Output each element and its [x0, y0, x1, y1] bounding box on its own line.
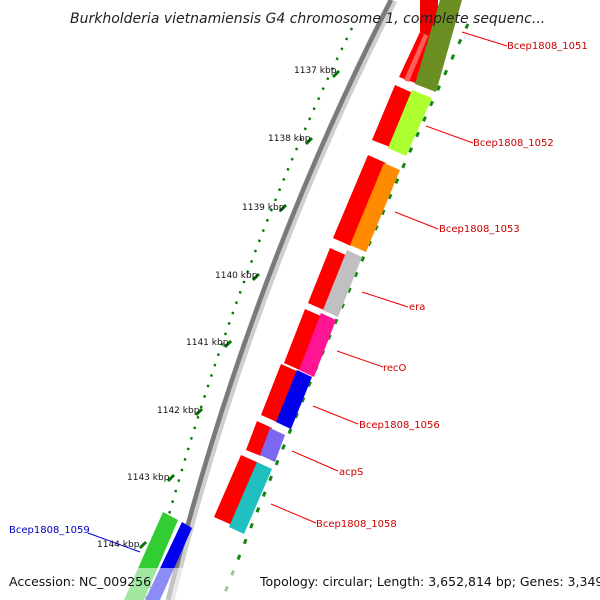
tick-label-1140: 1140 kbp [215, 271, 258, 281]
gene-label[interactable]: Bcep1808_1056 [359, 420, 440, 431]
gene-label[interactable]: Bcep1808_1059 [9, 525, 90, 536]
cds-arrow[interactable] [246, 421, 272, 456]
gene-bcep1808-1053[interactable] [350, 163, 400, 252]
leader-line [394, 211, 439, 230]
tick-mark [223, 339, 233, 349]
topology-text: Topology: circular; Length: 3,652,814 bp… [259, 574, 600, 589]
tick-label-1144: 1144 kbp [97, 540, 140, 550]
accession-text: Accession: NC_009256 [9, 574, 151, 589]
leader-line [291, 450, 339, 472]
leader-line [425, 125, 474, 144]
scale-dotted-arc [144, 27, 354, 600]
gene-era[interactable] [323, 250, 362, 317]
cds-arrow[interactable] [214, 455, 259, 525]
tick-label-1142: 1142 kbp [157, 406, 200, 416]
cds-arrow[interactable] [308, 248, 348, 311]
cds-arrow[interactable] [333, 155, 386, 246]
gene-label[interactable]: Bcep1808_1051 [507, 41, 588, 52]
tick-label-1139: 1139 kbp [242, 203, 285, 213]
tick-mark [194, 407, 204, 417]
gene-reco[interactable] [299, 313, 336, 377]
tick-label-1138: 1138 kbp [268, 134, 311, 144]
tick-mark [138, 540, 148, 550]
kbp-tick-marks [138, 69, 341, 550]
gene-label[interactable]: acpS [339, 467, 363, 478]
backbone-shadow [165, 0, 398, 600]
leader-line [361, 291, 409, 308]
tick-mark [251, 272, 261, 282]
chromosome-backbone [165, 0, 394, 600]
gene-label[interactable]: recO [383, 363, 407, 374]
cds-arrow[interactable] [372, 85, 413, 147]
cds-arrow-highlight [404, 34, 428, 82]
tick-mark [331, 69, 341, 79]
gene-bcep1808-1052[interactable] [388, 90, 432, 156]
leader-line [270, 503, 317, 524]
gene-bcep1808-1056[interactable] [276, 370, 312, 429]
tick-mark [166, 473, 176, 483]
label-leaders [270, 31, 508, 524]
page-title: Burkholderia vietnamiensis G4 chromosome… [70, 11, 545, 27]
tick-label-1143: 1143 kbp [127, 473, 170, 483]
footer-band [0, 568, 600, 600]
outer-dashed-ring [220, 23, 470, 600]
gene-bcep1808-1058[interactable] [229, 462, 272, 534]
cds-track-forward[interactable] [214, 0, 438, 525]
gene-acps[interactable] [260, 428, 285, 462]
leader-line [336, 350, 384, 368]
tick-mark [278, 203, 288, 213]
gene-label[interactable]: era [409, 302, 425, 313]
cds-arrow[interactable] [284, 309, 323, 371]
gene-label[interactable]: Bcep1808_1053 [439, 224, 520, 235]
leader-line-blue [87, 532, 141, 553]
gene-label[interactable]: Bcep1808_1052 [473, 138, 554, 149]
gene-label[interactable]: Bcep1808_1058 [316, 519, 397, 530]
leader-line [461, 31, 508, 47]
gene-bcep1808-1051[interactable] [415, 0, 462, 92]
tick-mark [304, 136, 314, 146]
tick-label-1137: 1137 kbp [294, 66, 337, 76]
tick-label-1141: 1141 kbp [186, 338, 229, 348]
cds-arrow[interactable] [261, 364, 299, 423]
gene-track[interactable] [229, 0, 462, 534]
leader-line [312, 405, 359, 425]
